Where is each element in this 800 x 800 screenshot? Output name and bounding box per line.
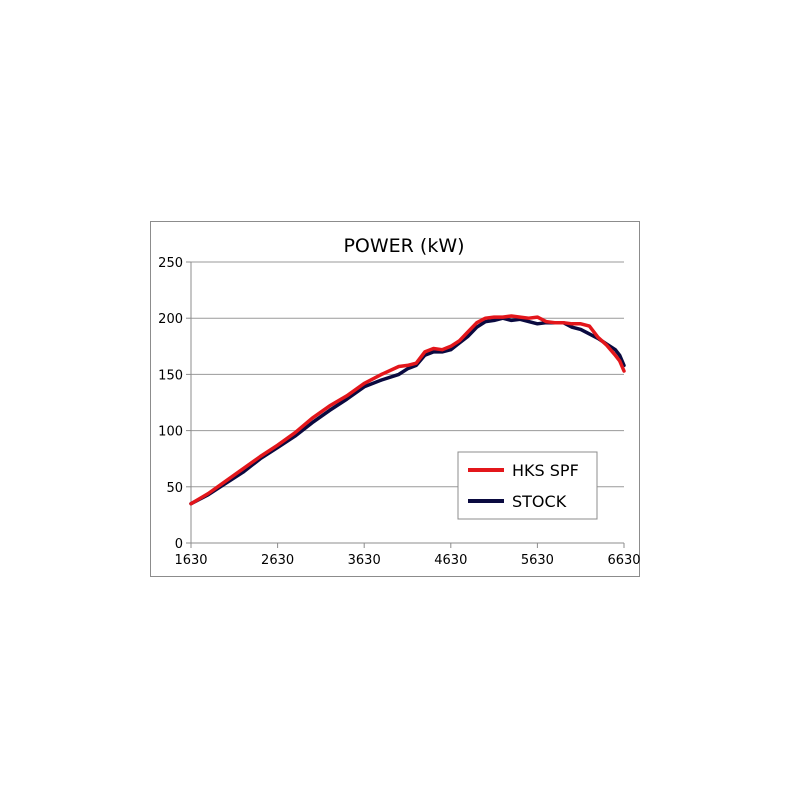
chart-title: POWER (kW): [343, 235, 464, 257]
chart-frame: POWER (kW) 0 50 100 150 200 250 1630 2630 3630 4…: [150, 221, 641, 577]
x-tick-label: 4630: [434, 553, 467, 568]
x-tick-label: 1630: [174, 553, 207, 568]
series-line-stock: [189, 316, 626, 506]
power-chart: POWER (kW) 0 50 100 150 200 250 1630 2630 3630 4…: [158, 235, 641, 568]
y-tick-label: 0: [175, 537, 183, 552]
legend-label-stock: STOCK: [512, 492, 567, 511]
y-tick-label: 150: [158, 368, 183, 383]
x-tick-label: 3630: [348, 553, 381, 568]
legend-label-hks-spf: HKS SPF: [512, 461, 579, 480]
y-axis-ticks: 0 50 100 150 200 250: [158, 256, 191, 552]
x-tick-label: 6630: [607, 553, 640, 568]
y-tick-label: 50: [166, 481, 183, 496]
y-tick-label: 100: [158, 425, 183, 440]
x-axis-ticks: 1630 2630 3630 4630 5630 6630: [174, 543, 641, 568]
x-tick-label: 2630: [261, 553, 294, 568]
legend: HKS SPF STOCK: [457, 451, 598, 520]
y-tick-label: 250: [158, 256, 183, 271]
legend-box: [457, 451, 598, 520]
axes: [190, 262, 624, 544]
series-line-hks-spf: [189, 314, 626, 506]
x-tick-label: 5630: [521, 553, 554, 568]
series-lines: [189, 314, 626, 506]
y-tick-label: 200: [158, 312, 183, 327]
